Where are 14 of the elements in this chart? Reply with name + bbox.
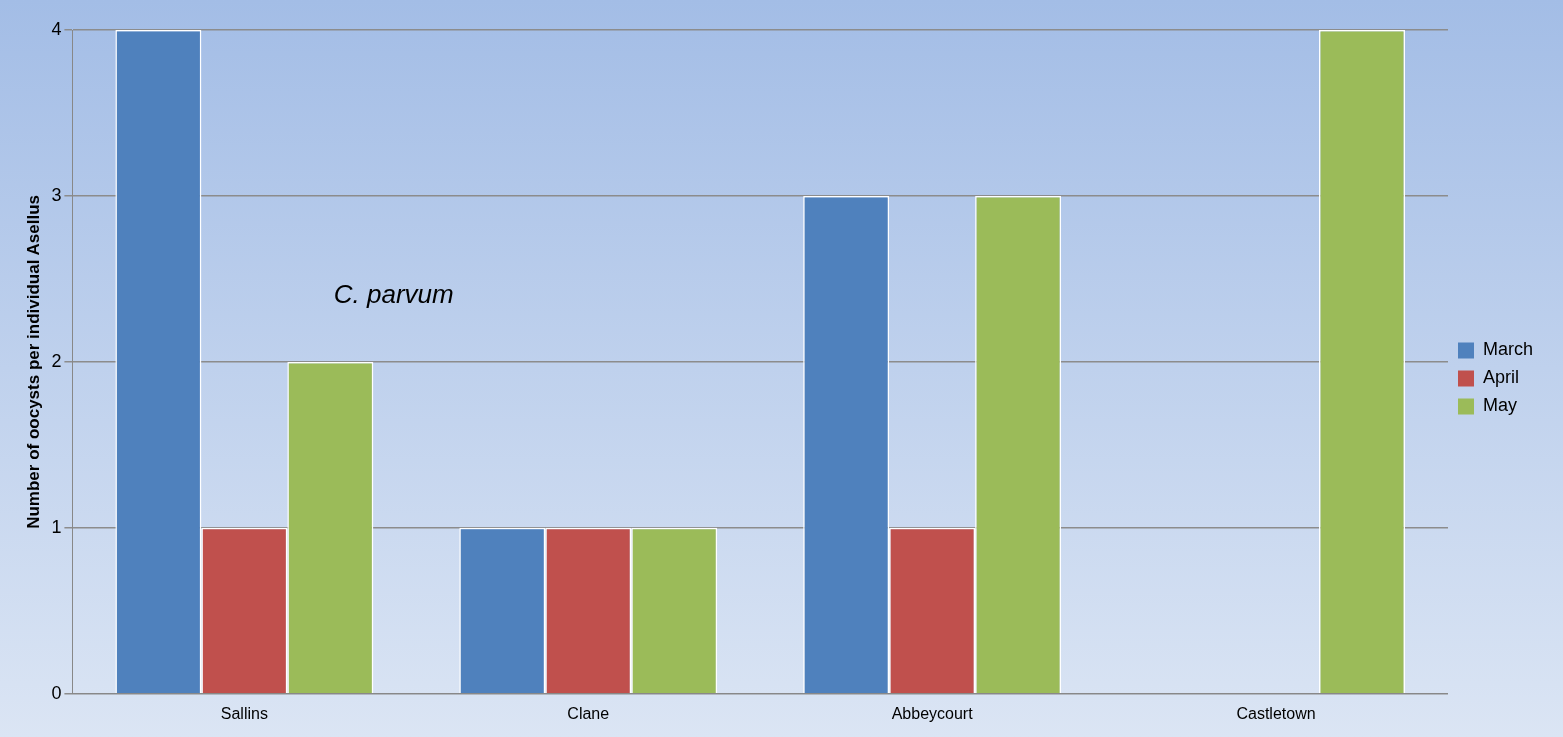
legend-label: April xyxy=(1482,367,1520,388)
y-tick-label: 1 xyxy=(51,516,62,537)
y-tick-label: 4 xyxy=(51,18,62,39)
y-tick-label: 0 xyxy=(51,682,62,703)
legend-label: March xyxy=(1482,339,1534,360)
x-tick-label: Clane xyxy=(567,704,610,722)
x-tick-label: Sallins xyxy=(220,704,268,722)
y-axis-title: Number of oocysts per individual Asellus xyxy=(23,195,43,529)
y-tick-label: 3 xyxy=(51,184,62,205)
legend-label: May xyxy=(1482,395,1518,416)
annotation: C. parvum xyxy=(333,278,454,309)
y-tick-label: 2 xyxy=(51,350,62,371)
x-tick-label: Castletown xyxy=(1236,704,1316,722)
x-tick-label: Abbeycourt xyxy=(891,704,974,722)
